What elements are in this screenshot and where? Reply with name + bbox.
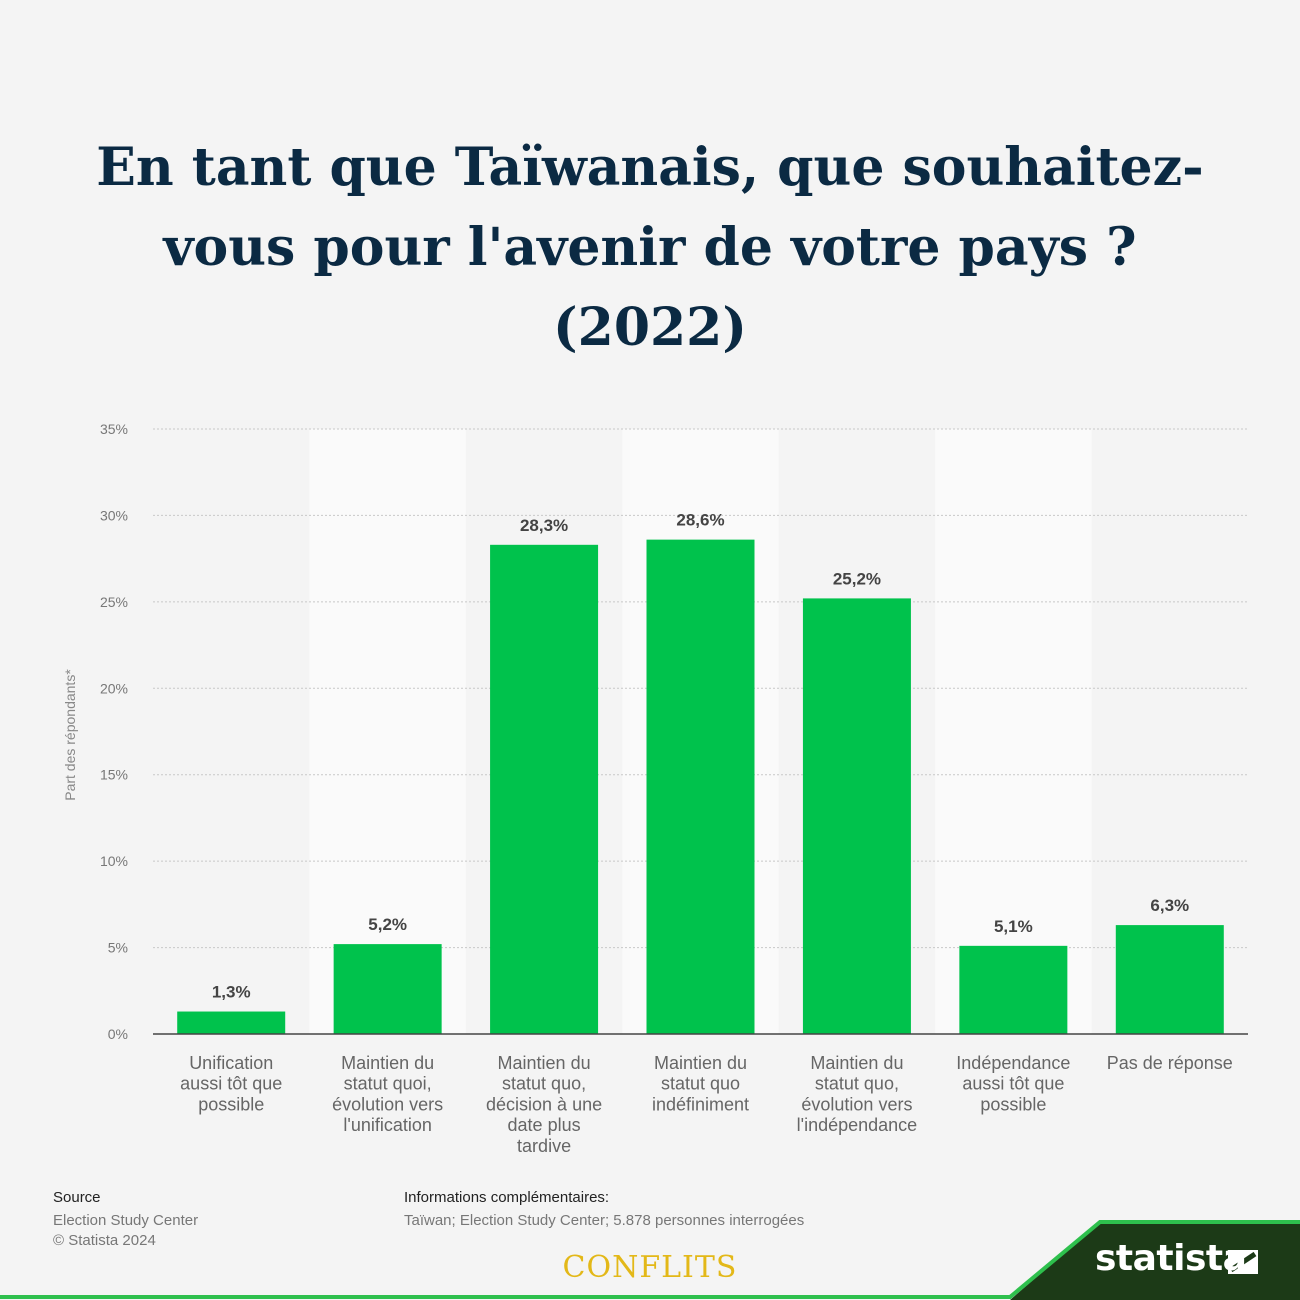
- category-label: Pas de réponse: [1107, 1053, 1233, 1073]
- category-label-line: aussi tôt que: [180, 1074, 282, 1094]
- category-label: Indépendance aussi tôt que possible: [956, 1053, 1070, 1114]
- y-tick-label: 20%: [100, 680, 128, 696]
- y-tick-label: 0%: [108, 1026, 128, 1042]
- source-line-1: Election Study Center: [53, 1212, 199, 1229]
- bar: [802, 598, 911, 1034]
- y-tick-label: 30%: [100, 507, 128, 523]
- y-axis-label: Part des répondants*: [62, 669, 78, 801]
- category-label-line: indéfiniment: [652, 1094, 749, 1114]
- category-label: Maintien du statut quo, évolution vers l'in…: [797, 1053, 918, 1135]
- y-tick-label: 10%: [100, 853, 128, 869]
- value-labels: 1,3% 5,2% 28,3% 28,6% 25,2% 5,1% 6,3%: [212, 511, 1189, 1002]
- category-label-line: statut quo,: [502, 1074, 586, 1094]
- category-label-line: Maintien du: [810, 1053, 903, 1073]
- category-label-line: aussi tôt que: [962, 1074, 1064, 1094]
- y-tick-label: 5%: [108, 940, 128, 956]
- y-tick-label: 25%: [100, 594, 128, 610]
- value-label: 28,3%: [520, 516, 568, 535]
- category-label-line: possible: [980, 1094, 1046, 1114]
- bar: [177, 1011, 286, 1034]
- bars: [177, 539, 1224, 1034]
- category-label-line: Maintien du: [341, 1053, 434, 1073]
- statista-logo: statista: [1095, 1238, 1247, 1279]
- category-label-line: tardive: [517, 1136, 571, 1156]
- accent-line: [0, 1220, 1300, 1299]
- category-label-line: l'unification: [343, 1115, 432, 1135]
- category-label-line: Pas de réponse: [1107, 1053, 1233, 1073]
- category-label-line: possible: [198, 1094, 264, 1114]
- statista-band: [1010, 1222, 1300, 1300]
- category-label-line: statut quo: [661, 1074, 740, 1094]
- category-label-line: Maintien du: [498, 1053, 591, 1073]
- value-label: 1,3%: [212, 983, 251, 1002]
- bar: [646, 539, 755, 1034]
- statista-logo-icon: [1228, 1250, 1258, 1274]
- value-label: 28,6%: [676, 511, 724, 530]
- title-line-1: En tant que Taïwanais, que souhaitez-: [96, 137, 1204, 198]
- bar: [1115, 925, 1224, 1034]
- category-label-line: Maintien du: [654, 1053, 747, 1073]
- info-block: Informations complémentaires: Taïwan; El…: [404, 1188, 804, 1231]
- source-block: Source Election Study Center © Statista …: [53, 1188, 198, 1251]
- value-label: 5,1%: [994, 917, 1033, 936]
- category-label: Maintien du statut quo, décision à une date…: [486, 1053, 602, 1156]
- value-label: 5,2%: [368, 915, 407, 934]
- info-line: Taïwan; Election Study Center; 5.878 per…: [404, 1212, 805, 1229]
- category-label: Unification aussi tôt que possible: [180, 1053, 282, 1114]
- category-label-line: date plus: [508, 1115, 581, 1135]
- y-tick-labels: 0% 5% 10% 15% 20% 25% 30% 35%: [100, 421, 128, 1042]
- column-band: [935, 429, 1092, 1034]
- value-label: 25,2%: [833, 569, 881, 588]
- bar: [490, 544, 599, 1034]
- column-band: [309, 429, 466, 1034]
- category-label-line: statut quoi,: [344, 1074, 432, 1094]
- category-label-line: Indépendance: [956, 1053, 1070, 1073]
- category-label-line: statut quo,: [815, 1074, 899, 1094]
- source-heading: Source: [53, 1189, 101, 1206]
- y-tick-label: 35%: [100, 421, 128, 437]
- bar: [333, 944, 442, 1034]
- category-label-line: Unification: [189, 1053, 273, 1073]
- info-heading: Informations complémentaires:: [404, 1189, 610, 1206]
- title-line-2: vous pour l'avenir de votre pays ?: [163, 217, 1137, 278]
- category-labels: Unification aussi tôt que possibleMaintien…: [180, 1053, 1233, 1156]
- chart-title: En tant que Taïwanais, que souhaitez- vo…: [40, 128, 1260, 368]
- title-line-3: (2022): [553, 297, 747, 358]
- category-label-line: évolution vers: [801, 1094, 912, 1114]
- conflits-logo: CONFLITS: [562, 1250, 738, 1285]
- category-label-line: évolution vers: [332, 1094, 443, 1114]
- category-label: Maintien du statut quo indéfiniment: [652, 1053, 749, 1114]
- value-label: 6,3%: [1150, 896, 1189, 915]
- category-label: Maintien du statut quoi, évolution vers l'u…: [332, 1053, 443, 1135]
- source-line-2: © Statista 2024: [53, 1232, 156, 1249]
- category-label-line: l'indépendance: [797, 1115, 918, 1135]
- y-tick-label: 15%: [100, 767, 128, 783]
- category-label-line: décision à une: [486, 1094, 602, 1114]
- bar: [959, 945, 1068, 1034]
